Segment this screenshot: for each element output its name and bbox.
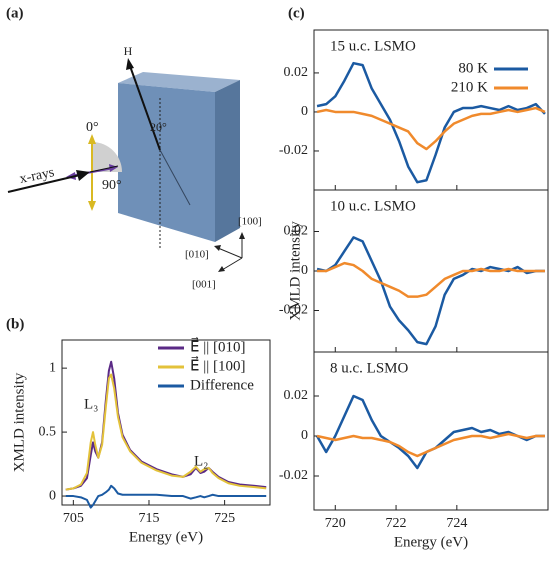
panel-label: (a) bbox=[6, 5, 24, 21]
series-line bbox=[315, 394, 545, 470]
field-arrow bbox=[129, 65, 161, 151]
y-tick-label: 0 bbox=[301, 104, 308, 119]
y-tick-label: -0.02 bbox=[279, 468, 308, 483]
series-line bbox=[65, 373, 267, 491]
annotation: L₃ bbox=[84, 396, 98, 412]
projection-line bbox=[159, 149, 191, 206]
legend-label: 80 K bbox=[458, 60, 488, 76]
series-line bbox=[316, 106, 546, 151]
subplot-title: 10 u.c. LSMO bbox=[330, 198, 416, 214]
plot-frame bbox=[313, 351, 549, 511]
y-tick-label: 0.02 bbox=[284, 224, 309, 239]
x-tick-label: 720 bbox=[325, 516, 346, 531]
arrow-head bbox=[218, 266, 225, 272]
beam bbox=[89, 165, 119, 173]
arrow-head bbox=[66, 172, 76, 180]
axis-label: [100] bbox=[238, 216, 262, 228]
y-tick-label: 0.5 bbox=[39, 424, 57, 439]
angle-label: 0° bbox=[86, 120, 99, 135]
slab-top bbox=[118, 72, 240, 92]
y-tick-label: 1 bbox=[49, 360, 56, 375]
x-tick-label: 705 bbox=[63, 511, 84, 526]
annotation: L₂ bbox=[194, 453, 208, 469]
series-line bbox=[316, 432, 545, 458]
y-tick-label: -0.02 bbox=[279, 303, 308, 318]
arrow-head bbox=[88, 134, 96, 144]
arrow-head bbox=[214, 245, 221, 251]
y-tick-label: -0.02 bbox=[279, 143, 308, 158]
axis-arrow bbox=[217, 247, 243, 259]
axis-label: [010] bbox=[185, 249, 209, 261]
y-tick-label: 0 bbox=[301, 263, 308, 278]
angle-wedge bbox=[92, 142, 122, 172]
series-line bbox=[316, 236, 545, 346]
legend-label: Difference bbox=[190, 377, 254, 393]
y-tick-label: 0.02 bbox=[284, 65, 309, 80]
x-tick-label: 725 bbox=[214, 511, 235, 526]
angle-label: 20° bbox=[150, 120, 167, 134]
panel-label: (c) bbox=[288, 5, 305, 21]
x-tick-label: 724 bbox=[446, 516, 467, 531]
slab-side bbox=[215, 80, 240, 242]
y-tick-label: 0 bbox=[49, 488, 56, 503]
x-axis-label: Energy (eV) bbox=[129, 529, 203, 545]
angle-label: 90° bbox=[102, 178, 122, 193]
arrow-head bbox=[76, 170, 90, 181]
arrow-head bbox=[126, 58, 134, 70]
subplot-title: 15 u.c. LSMO bbox=[330, 38, 416, 54]
series-line bbox=[317, 261, 545, 298]
arrow-head bbox=[88, 201, 96, 211]
subplot-title: 8 u.c. LSMO bbox=[330, 360, 409, 376]
y-axis-label: XMLD intensity bbox=[11, 372, 27, 472]
x-tick-label: 722 bbox=[386, 516, 407, 531]
axis-arrow bbox=[221, 257, 243, 271]
y-tick-label: 0 bbox=[301, 428, 308, 443]
plot-frame bbox=[61, 339, 271, 506]
panel-label: (b) bbox=[6, 316, 24, 332]
x-axis-label: Energy (eV) bbox=[394, 534, 468, 550]
arrow-head bbox=[239, 232, 245, 239]
legend-label: 210 K bbox=[451, 79, 488, 95]
x-tick-label: 715 bbox=[138, 511, 159, 526]
y-axis-label: XMLD intensity bbox=[287, 221, 303, 321]
series-line bbox=[316, 61, 546, 184]
beam bbox=[7, 174, 81, 193]
y-tick-label: 0.02 bbox=[284, 388, 309, 403]
series-line bbox=[65, 484, 267, 509]
legend-label: E⃗ || [010] bbox=[190, 337, 245, 356]
arrow-head bbox=[109, 164, 118, 172]
field-label: H bbox=[124, 44, 133, 58]
axis-label: [001] bbox=[192, 279, 216, 291]
diagram: H 20° x-rays 0° 90° [100] [010] [001] bbox=[7, 44, 262, 291]
beam-label: x-rays bbox=[18, 165, 55, 187]
legend-label: E⃗ || [100] bbox=[190, 356, 245, 375]
